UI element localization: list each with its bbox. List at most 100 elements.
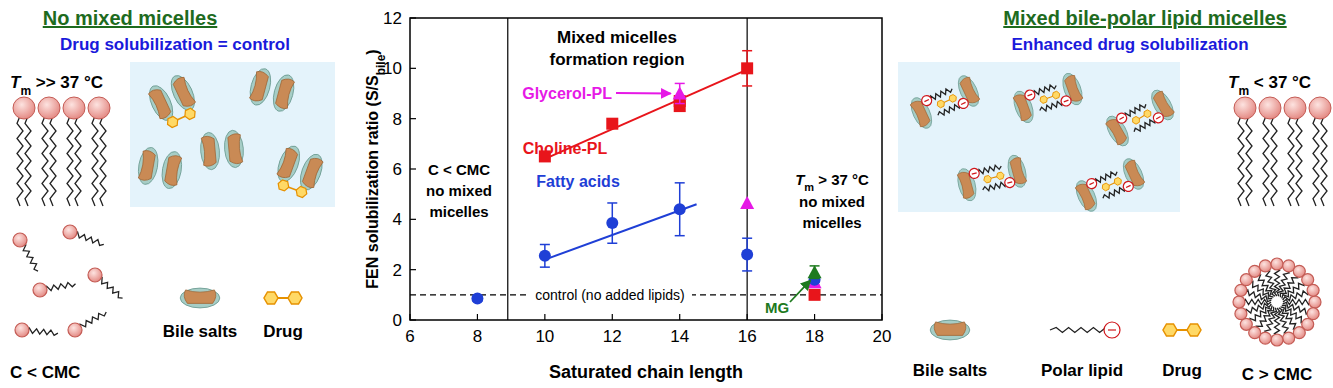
y-tick-label: 12 (383, 9, 402, 28)
region-label: formation region (549, 50, 684, 69)
region-boundary (507, 18, 508, 320)
chart: 68101214161820024681012Saturated chain l… (364, 9, 891, 382)
legend-label: Drug (263, 322, 303, 341)
bile-salt (930, 320, 970, 340)
legend-label: Polar lipid (1041, 361, 1123, 380)
bile-salt (199, 132, 221, 171)
bile-salt (1072, 178, 1101, 215)
data-point (606, 217, 618, 229)
label-part: FEN solubilization ratio (S/S (364, 75, 381, 289)
bile-salt (247, 66, 275, 107)
lipid-tail (1288, 116, 1294, 206)
lipid-head (1085, 177, 1098, 190)
drug (1131, 109, 1152, 125)
drug-ring (1051, 91, 1061, 100)
lipid-charge (1126, 185, 1131, 187)
lipid (1233, 296, 1271, 308)
y-tick-label: 0 (393, 311, 402, 330)
lipid-head (1283, 332, 1295, 344)
y-tick (410, 319, 416, 320)
lipid (33, 283, 76, 298)
monolayer-lipid (88, 97, 110, 206)
lipid-head (1152, 111, 1166, 125)
bile-salt-face (275, 77, 295, 109)
x-tick-label: 14 (670, 327, 689, 346)
bile-salt (1119, 156, 1148, 193)
bile-salt-body (180, 288, 220, 308)
drug (1039, 91, 1061, 104)
drug (165, 107, 197, 129)
label-part: > 37 °C (814, 171, 869, 188)
lipid-tail (17, 116, 23, 206)
lipid-tail (92, 116, 98, 206)
error-bar (607, 203, 617, 243)
lipid-tail (100, 116, 106, 206)
x-tick-label: 6 (405, 327, 414, 346)
lipid-charge (972, 173, 977, 174)
data-point (808, 265, 822, 278)
figure: No mixed micellesDrug solubilization = c… (0, 0, 1333, 388)
lipid-tail (25, 116, 31, 206)
data-layer (471, 51, 821, 305)
x-tick (477, 314, 478, 320)
x-tick-label: 20 (873, 327, 892, 346)
drug-ring (295, 185, 309, 198)
drug-ring (948, 94, 958, 103)
lipid-charge (1119, 117, 1123, 120)
error-bar (742, 51, 752, 86)
bile-salt-body (270, 73, 298, 114)
tm-label: Tm >> 37 °C (10, 73, 103, 98)
mixed-micelle (1072, 156, 1148, 215)
lipid (68, 312, 106, 337)
tm-label: Tm < 37 °C (1228, 73, 1311, 98)
lipid (1271, 308, 1283, 346)
bile-salt-face (249, 70, 269, 102)
panel-title: No mixed micelles (43, 7, 218, 29)
lipid-charge (1028, 94, 1033, 96)
error-cap (675, 103, 685, 105)
data-point (809, 289, 821, 301)
lipid (15, 323, 58, 337)
x-tick-label: 8 (473, 327, 482, 346)
lipid-tail (1271, 116, 1277, 206)
x-tick (881, 314, 882, 320)
lipid-charge (1064, 100, 1069, 102)
region-label: Tm > 37 °C (795, 171, 869, 193)
bile-salt-face (164, 154, 182, 186)
y-tick (410, 17, 416, 18)
lipid-head (1307, 284, 1319, 296)
lipid-head (88, 97, 110, 119)
y-tick (410, 269, 416, 270)
data-point (673, 87, 687, 100)
label-part: >> 37 °C (31, 73, 103, 92)
lipid-tail (1313, 116, 1319, 206)
bile-salt-body (247, 66, 275, 107)
y-tick-label: 2 (393, 261, 402, 280)
monolayer-lipid (1259, 97, 1281, 206)
lipid-charge (1089, 183, 1094, 185)
error-cap (675, 103, 685, 105)
error-bar (742, 238, 752, 271)
drug (1101, 177, 1123, 192)
lipid-tail (1050, 328, 1112, 333)
concentration-label: C > CMC (1242, 365, 1312, 384)
bile-salt-body (907, 95, 936, 132)
lipid-head (1115, 111, 1129, 125)
bile-salt-body (159, 150, 184, 190)
drug-ring (264, 292, 278, 304)
lipid-head (88, 268, 102, 282)
error-cap (607, 202, 617, 204)
bile-salt-face (276, 147, 298, 179)
error-cap (675, 83, 685, 85)
drug-ring (936, 99, 946, 108)
monolayer-lipid (1284, 97, 1306, 206)
error-cap (742, 270, 752, 272)
x-tick (612, 314, 613, 320)
monolayer-lipid (38, 97, 60, 206)
lipid-head (13, 233, 27, 247)
series-label: Fatty acids (536, 173, 620, 190)
lipid-head (1284, 97, 1306, 119)
x-axis-label: Saturated chain length (549, 362, 743, 382)
x-tick (409, 314, 410, 320)
error-cap (742, 237, 752, 239)
